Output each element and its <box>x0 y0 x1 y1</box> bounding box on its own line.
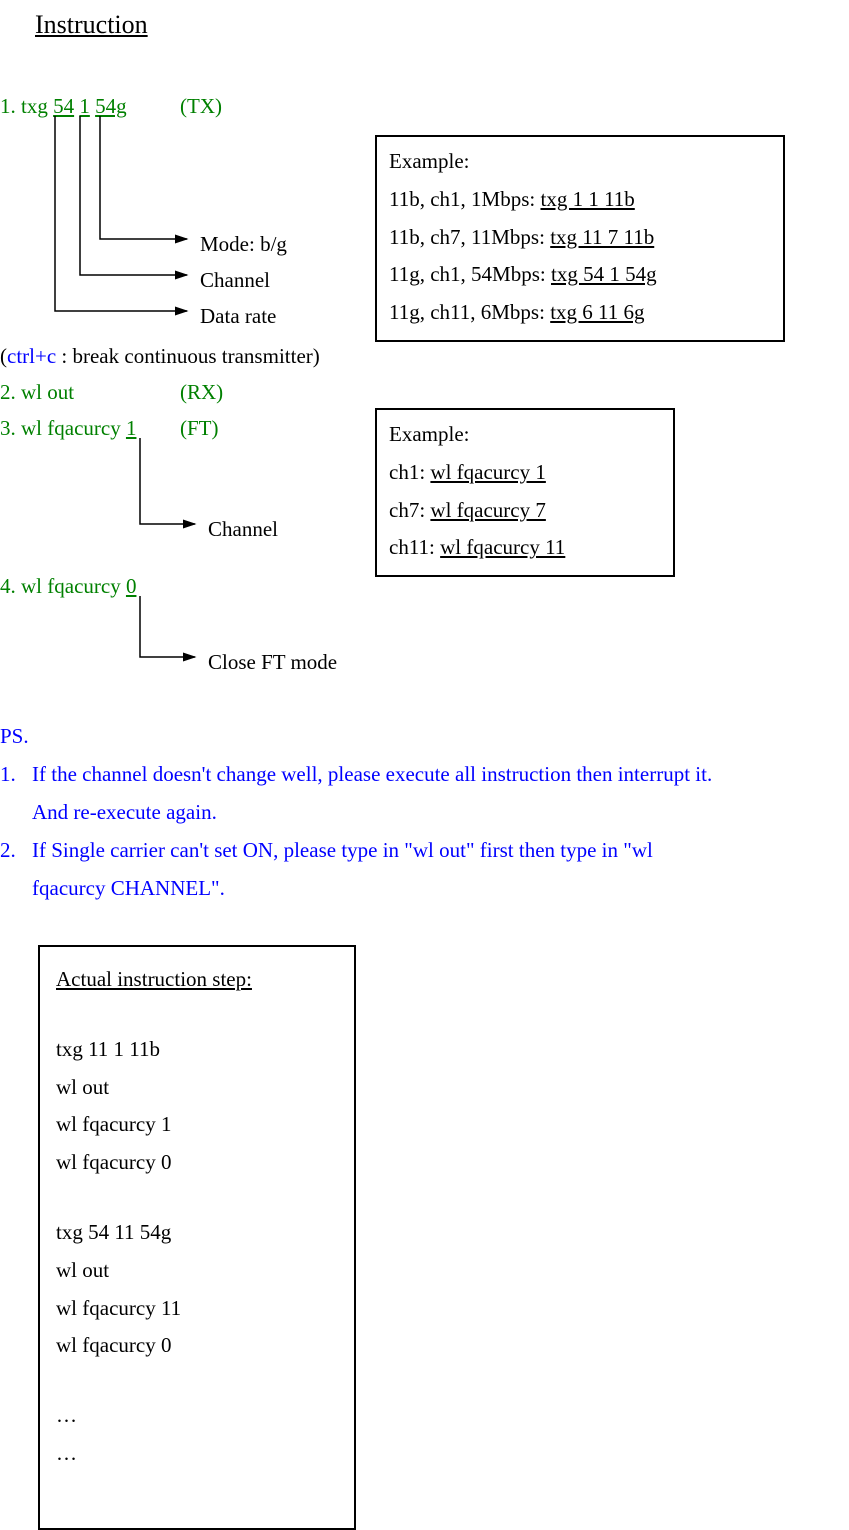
cmd1-prefix: 1. txg <box>0 94 53 118</box>
ctrlc-line: (ctrl+c : break continuous transmitter) <box>0 338 320 376</box>
ex1-title: Example: <box>389 143 771 181</box>
actual-l1: txg 11 1 11b <box>56 1031 338 1069</box>
actual-l4: wl fqacurcy 0 <box>56 1144 338 1182</box>
cmd1-arg1: 54 <box>53 94 74 118</box>
example-box-2: Example: ch1: wl fqacurcy 1 ch7: wl fqac… <box>375 408 675 577</box>
ps1-b: And re-execute again. <box>32 794 217 832</box>
actual-l8: wl fqacurcy 0 <box>56 1327 338 1365</box>
page-title: Instruction <box>35 2 148 49</box>
cmd2-tag: (RX) <box>180 374 223 412</box>
actual-l2: wl out <box>56 1069 338 1107</box>
ex1-r1b: txg 1 1 11b <box>540 187 634 211</box>
ctrlc-rest: : break continuous transmitter) <box>56 344 320 368</box>
ex2-r3b: wl fqacurcy 11 <box>440 535 565 559</box>
actual-l10: … <box>56 1435 338 1473</box>
page: Instruction 1. txg 54 1 54g (TX) Mode: b… <box>0 0 849 1530</box>
actual-l5: txg 54 11 54g <box>56 1214 338 1252</box>
ex2-row1: ch1: wl fqacurcy 1 <box>389 454 661 492</box>
ctrlc-key: ctrl+c <box>7 344 56 368</box>
ex1-r3a: 11g, ch1, 54Mbps: <box>389 262 551 286</box>
label-channel: Channel <box>200 262 270 300</box>
cmd1-tag: (TX) <box>180 88 222 126</box>
actual-l3: wl fqacurcy 1 <box>56 1106 338 1144</box>
ex2-row3: ch11: wl fqacurcy 11 <box>389 529 661 567</box>
cmd4-arg: 0 <box>126 574 137 598</box>
ex1-row4: 11g, ch11, 6Mbps: txg 6 11 6g <box>389 294 771 332</box>
ex2-title: Example: <box>389 416 661 454</box>
ex2-r2a: ch7: <box>389 498 430 522</box>
ps2-a: If Single carrier can't set ON, please t… <box>32 832 847 870</box>
ps-label: PS. <box>0 718 29 756</box>
actual-l7: wl fqacurcy 11 <box>56 1290 338 1328</box>
cmd3-tag: (FT) <box>180 410 219 448</box>
ex1-row1: 11b, ch1, 1Mbps: txg 1 1 11b <box>389 181 771 219</box>
spacer <box>56 999 338 1031</box>
cmd2-text: 2. wl out <box>0 374 74 412</box>
cmd4-prefix: 4. wl fqacurcy <box>0 574 126 598</box>
ex1-r3b: txg 54 1 54g <box>551 262 657 286</box>
cmd4-line: 4. wl fqacurcy 0 <box>0 568 136 606</box>
ps1-num: 1. <box>0 756 16 794</box>
ex1-r1a: 11b, ch1, 1Mbps: <box>389 187 540 211</box>
ex1-r2a: 11b, ch7, 11Mbps: <box>389 225 550 249</box>
ex1-r4a: 11g, ch11, 6Mbps: <box>389 300 550 324</box>
ex2-row2: ch7: wl fqacurcy 7 <box>389 492 661 530</box>
label-channel-2: Channel <box>208 511 278 549</box>
cmd1-line: 1. txg 54 1 54g <box>0 88 127 126</box>
example-box-1: Example: 11b, ch1, 1Mbps: txg 1 1 11b 11… <box>375 135 785 342</box>
ex1-row3: 11g, ch1, 54Mbps: txg 54 1 54g <box>389 256 771 294</box>
label-close-ft: Close FT mode <box>208 644 337 682</box>
spacer <box>56 1365 338 1397</box>
cmd3-prefix: 3. wl fqacurcy <box>0 416 126 440</box>
ex2-r1b: wl fqacurcy 1 <box>430 460 545 484</box>
ex2-r2b: wl fqacurcy 7 <box>430 498 545 522</box>
label-datarate: Data rate <box>200 298 276 336</box>
ctrlc-open: ( <box>0 344 7 368</box>
ex1-row2: 11b, ch7, 11Mbps: txg 11 7 11b <box>389 219 771 257</box>
cmd1-arg2: 1 <box>79 94 90 118</box>
ex1-r4b: txg 6 11 6g <box>550 300 644 324</box>
ex1-r2b: txg 11 7 11b <box>550 225 654 249</box>
cmd3-arg: 1 <box>126 416 137 440</box>
actual-steps-box: Actual instruction step: txg 11 1 11b wl… <box>38 945 356 1530</box>
ps2-b: fqacurcy CHANNEL". <box>32 870 225 908</box>
actual-l6: wl out <box>56 1252 338 1290</box>
spacer <box>56 1182 338 1214</box>
cmd1-arg3: 54g <box>95 94 127 118</box>
ex2-r1a: ch1: <box>389 460 430 484</box>
ex2-r3a: ch11: <box>389 535 440 559</box>
ps2-num: 2. <box>0 832 16 870</box>
label-mode: Mode: b/g <box>200 226 287 264</box>
ps1-a: If the channel doesn't change well, plea… <box>32 756 847 794</box>
actual-title: Actual instruction step: <box>56 961 338 999</box>
cmd3-line: 3. wl fqacurcy 1 <box>0 410 136 448</box>
actual-l9: … <box>56 1397 338 1435</box>
